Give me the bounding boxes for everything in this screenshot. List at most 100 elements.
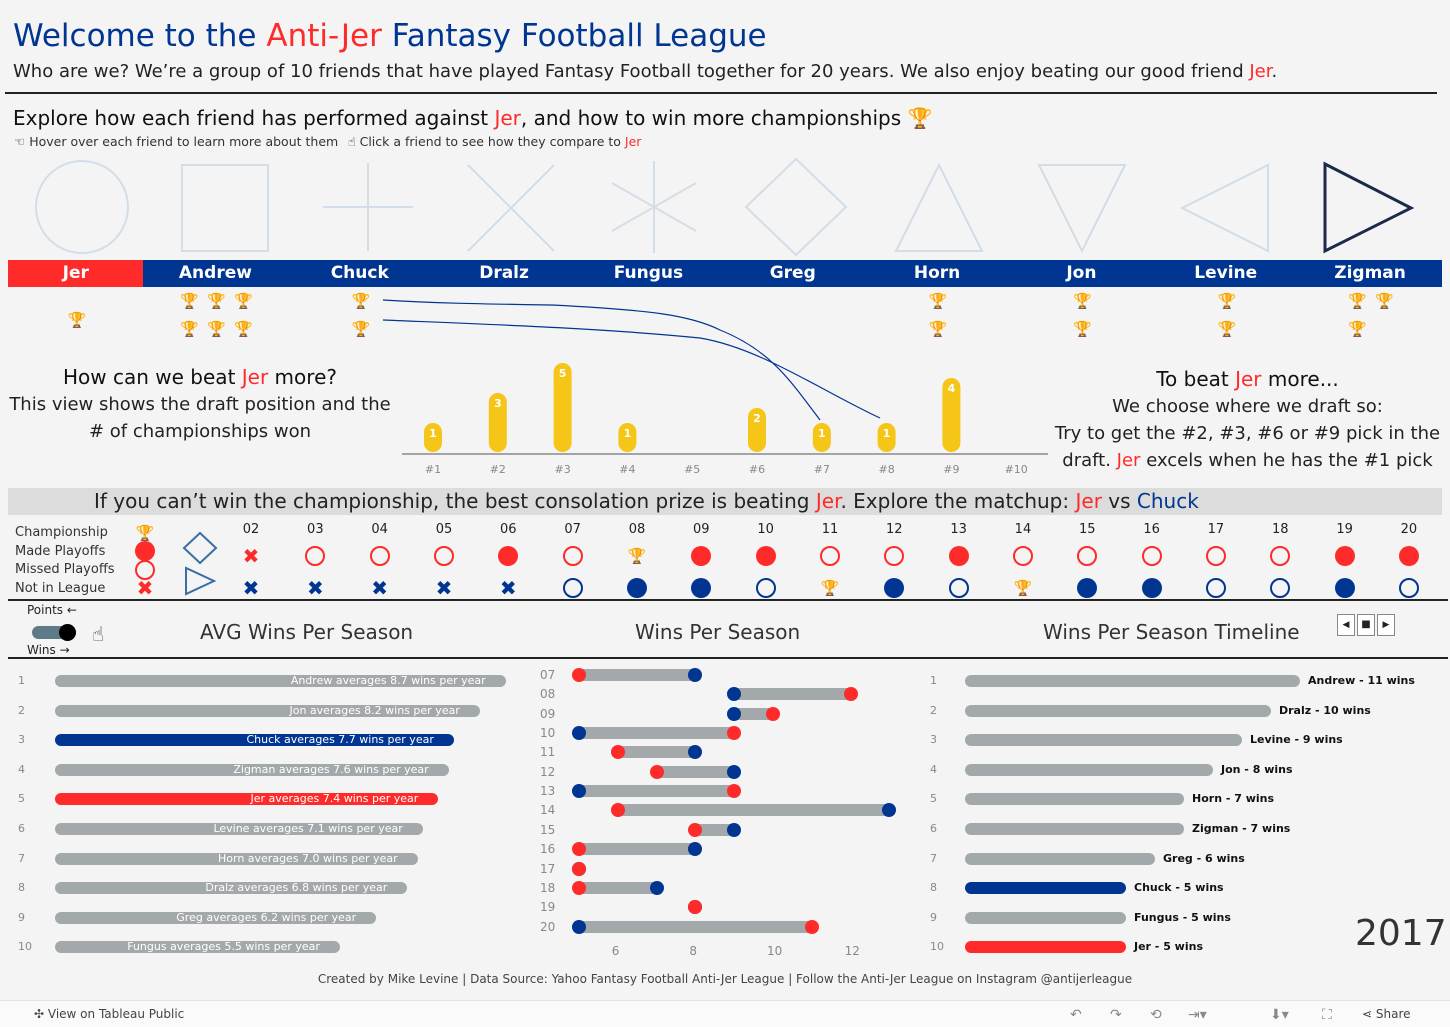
avg-wins-bar[interactable] [55, 941, 340, 954]
not-in-league-mark[interactable]: ✖ [499, 576, 517, 600]
missed-playoffs-mark[interactable] [755, 578, 776, 598]
made-playoffs-mark[interactable] [135, 541, 155, 561]
circle-shape[interactable] [35, 160, 129, 254]
made-playoffs-mark[interactable] [1334, 578, 1355, 598]
avg-wins-bar[interactable] [55, 793, 439, 806]
chuck-dot[interactable] [727, 822, 742, 837]
made-playoffs-mark[interactable] [948, 546, 969, 566]
draft-bar[interactable] [942, 378, 961, 452]
player-2[interactable]: Chuck [1136, 489, 1199, 513]
championship-mark[interactable]: 🏆 [1013, 579, 1033, 597]
triangle-right-shape[interactable] [1323, 161, 1415, 254]
friend-greg[interactable]: Greg [720, 260, 866, 287]
chuck-dot[interactable] [727, 764, 742, 779]
jer-dot[interactable] [766, 706, 780, 721]
missed-playoffs-mark[interactable] [433, 546, 454, 566]
triangle-left-shape[interactable] [1179, 163, 1269, 253]
jer-dot[interactable] [610, 745, 625, 760]
download-icon[interactable]: ⬇▾ [1270, 1007, 1289, 1023]
square-shape[interactable] [181, 164, 269, 252]
avg-wins-bar[interactable] [55, 911, 377, 924]
draft-bar[interactable] [812, 423, 831, 452]
jer-dot[interactable] [804, 919, 819, 934]
missed-playoffs-mark[interactable] [1270, 578, 1291, 598]
chuck-dot[interactable] [572, 726, 586, 741]
draft-bar[interactable] [748, 408, 766, 452]
missed-playoffs-mark[interactable] [369, 546, 390, 566]
jer-dot[interactable] [572, 861, 586, 876]
missed-playoffs-mark[interactable] [1141, 546, 1162, 566]
jer-dot[interactable] [572, 842, 586, 857]
championship-mark[interactable]: 🏆 [135, 524, 155, 542]
not-in-league-mark[interactable]: ✖ [136, 576, 154, 600]
missed-playoffs-mark[interactable] [884, 546, 905, 566]
jer-dot[interactable] [649, 764, 664, 779]
championship-mark[interactable]: 🏆 [627, 547, 647, 565]
revert-icon[interactable]: ⟲ [1150, 1007, 1162, 1023]
draft-bar[interactable] [553, 363, 572, 452]
chuck-dot[interactable] [727, 706, 742, 721]
missed-playoffs-mark[interactable] [1077, 546, 1098, 566]
jer-dot[interactable] [572, 880, 586, 895]
x-shape[interactable] [467, 164, 555, 252]
jer-dot[interactable] [688, 900, 703, 915]
triangle-up-shape[interactable] [894, 162, 984, 252]
made-playoffs-mark[interactable] [498, 546, 519, 566]
made-playoffs-mark[interactable] [626, 578, 647, 598]
avg-wins-bar[interactable] [55, 675, 506, 687]
jer-dot[interactable] [727, 726, 742, 741]
draft-bar[interactable] [618, 423, 637, 452]
toggle-knob[interactable] [59, 624, 76, 641]
avg-wins-bar[interactable] [55, 823, 423, 835]
pause-icon[interactable]: ⇥▾ [1188, 1007, 1207, 1023]
draft-bar[interactable] [424, 423, 442, 452]
chuck-dot[interactable] [572, 919, 586, 934]
timeline-bar[interactable] [965, 911, 1126, 924]
stop-button[interactable]: ■ [1357, 614, 1375, 636]
friend-jer[interactable]: Jer [8, 260, 144, 287]
player-1[interactable]: Jer [1075, 489, 1102, 513]
timeline-bar[interactable] [965, 734, 1242, 747]
made-playoffs-mark[interactable] [691, 546, 712, 566]
friend-chuck[interactable]: Chuck [287, 260, 433, 287]
jer-dot[interactable] [727, 784, 742, 799]
draft-bar[interactable] [488, 393, 507, 452]
made-playoffs-mark[interactable] [1077, 578, 1098, 598]
jer-dot[interactable] [843, 687, 858, 702]
timeline-bar[interactable] [965, 704, 1271, 717]
made-playoffs-mark[interactable] [1398, 546, 1419, 566]
timeline-bar[interactable] [965, 793, 1184, 806]
diamond-shape[interactable] [744, 157, 848, 257]
friend-levine[interactable]: Levine [1153, 260, 1299, 287]
missed-playoffs-mark[interactable] [135, 560, 155, 580]
missed-playoffs-mark[interactable] [562, 546, 583, 566]
avg-wins-bar[interactable] [55, 704, 480, 717]
friend-dralz[interactable]: Dralz [431, 260, 577, 287]
share-button[interactable]: ⋖ Share [1362, 1007, 1411, 1021]
championship-mark[interactable]: 🏆 [820, 579, 840, 597]
timeline-bar[interactable] [965, 823, 1184, 835]
not-in-league-mark[interactable]: ✖ [242, 544, 260, 568]
triangle-down-shape[interactable] [1037, 164, 1127, 254]
not-in-league-mark[interactable]: ✖ [435, 576, 453, 600]
missed-playoffs-mark[interactable] [948, 578, 969, 598]
friend-horn[interactable]: Horn [864, 260, 1010, 287]
points-wins-toggle[interactable] [32, 624, 76, 641]
draft-bar[interactable] [877, 423, 896, 452]
asterisk-shape[interactable] [611, 161, 697, 253]
missed-playoffs-mark[interactable] [1012, 546, 1033, 566]
avg-wins-bar[interactable] [55, 882, 408, 895]
jer-dot[interactable] [610, 803, 625, 818]
missed-playoffs-mark[interactable] [1398, 578, 1419, 598]
undo-icon[interactable]: ↶ [1070, 1007, 1082, 1023]
timeline-bar[interactable] [965, 882, 1126, 895]
view-on-tableau-link[interactable]: ✣ View on Tableau Public [34, 1007, 184, 1021]
friend-jon[interactable]: Jon [1009, 260, 1154, 287]
chuck-dot[interactable] [688, 842, 703, 857]
chuck-dot[interactable] [727, 687, 742, 702]
missed-playoffs-mark[interactable] [305, 546, 326, 566]
made-playoffs-mark[interactable] [1334, 546, 1355, 566]
fullscreen-icon[interactable]: ⛶ [1322, 1007, 1332, 1023]
made-playoffs-mark[interactable] [884, 578, 905, 598]
timeline-bar[interactable] [965, 763, 1213, 776]
